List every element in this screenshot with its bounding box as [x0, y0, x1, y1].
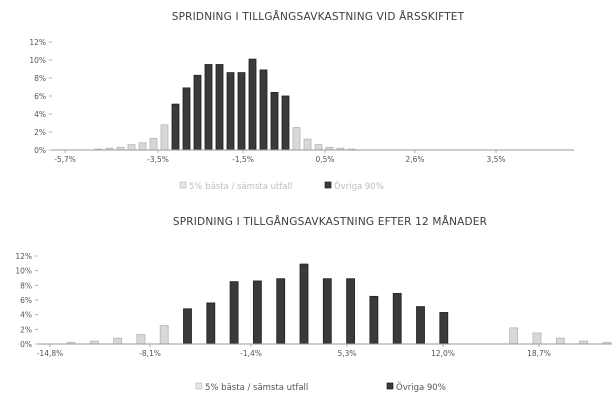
- legend: 5% bästa / sämsta utfall Övriga 90%: [196, 382, 446, 393]
- legend-swatch: [180, 182, 186, 188]
- bar-central: [230, 282, 238, 344]
- x-tick-label: 5,3%: [337, 349, 356, 358]
- chart-title: SPRIDNING I TILLGÅNGSAVKASTNING EFTER 12…: [173, 215, 487, 228]
- y-ticks: 0% 2% 4% 6% 8% 10% 12%: [15, 252, 38, 349]
- bars: [95, 59, 355, 150]
- x-tick-label: -3,5%: [147, 155, 169, 164]
- bar-central: [184, 309, 192, 344]
- x-ticks: -5,7% -3,5% -1,5% 0,5% 2,6% 3,5%: [54, 150, 505, 164]
- y-tick-label: 6%: [20, 296, 32, 305]
- x-tick-label: 2,6%: [405, 155, 424, 164]
- bar-tail: [161, 125, 168, 150]
- x-tick-label: 0,5%: [315, 155, 334, 164]
- y-tick-label: 12%: [29, 38, 46, 47]
- y-tick-label: 4%: [34, 110, 46, 119]
- legend-label: Övriga 90%: [334, 181, 384, 192]
- bar-central: [323, 279, 331, 344]
- legend-label: Övriga 90%: [396, 382, 446, 393]
- x-tick-label: 18,7%: [527, 349, 551, 358]
- bar-central: [347, 279, 355, 344]
- bar-tail: [139, 143, 146, 150]
- x-tick-label: -5,7%: [54, 155, 76, 164]
- legend-swatch: [387, 383, 393, 389]
- bar-tail: [293, 128, 300, 151]
- bar-tail: [304, 139, 311, 150]
- bar-tail: [160, 326, 168, 344]
- legend: 5% bästa / sämsta utfall Övriga 90%: [180, 181, 384, 192]
- y-tick-label: 12%: [15, 252, 32, 261]
- bar-central: [227, 73, 234, 150]
- y-tick-label: 2%: [34, 128, 46, 137]
- bar-tail: [510, 328, 518, 344]
- bar-tail: [556, 338, 564, 344]
- chart-arsskiftet: SPRIDNING I TILLGÅNGSAVKASTNING VID ÅRSS…: [0, 0, 616, 198]
- bar-tail: [150, 138, 157, 150]
- x-tick-label: -8,1%: [139, 349, 161, 358]
- bar-tail: [114, 338, 122, 344]
- bar-central: [207, 303, 215, 344]
- x-tick-label: 3,5%: [486, 155, 505, 164]
- y-tick-label: 8%: [34, 74, 46, 83]
- bar-central: [216, 65, 223, 151]
- bar-central: [440, 312, 448, 344]
- y-tick-label: 0%: [20, 340, 32, 349]
- bar-central: [271, 92, 278, 150]
- legend-swatch: [196, 383, 202, 389]
- x-tick-label: -1,5%: [232, 155, 254, 164]
- bar-central: [205, 65, 212, 151]
- bar-central: [253, 281, 261, 344]
- bar-central: [417, 307, 425, 344]
- bar-central: [300, 264, 308, 344]
- bar-tail: [128, 145, 135, 150]
- chart-efter-12-manader: SPRIDNING I TILLGÅNGSAVKASTNING EFTER 12…: [0, 198, 616, 398]
- y-tick-label: 10%: [15, 267, 32, 276]
- bar-central: [260, 70, 267, 150]
- bar-central: [393, 293, 401, 344]
- bar-central: [277, 279, 285, 344]
- x-tick-label: -1,4%: [240, 349, 262, 358]
- bar-central: [370, 296, 378, 344]
- bar-tail: [137, 334, 145, 344]
- bar-central: [183, 88, 190, 150]
- y-tick-label: 0%: [34, 146, 46, 155]
- x-tick-label: 12,0%: [431, 349, 455, 358]
- x-ticks: -14,8% -8,1% -1,4% 5,3% 12,0% 18,7%: [37, 344, 551, 358]
- y-tick-label: 6%: [34, 92, 46, 101]
- bar-tail: [315, 145, 322, 150]
- bar-central: [238, 73, 245, 150]
- y-tick-label: 4%: [20, 311, 32, 320]
- bar-central: [282, 96, 289, 150]
- bar-central: [194, 75, 201, 150]
- legend-label: 5% bästa / sämsta utfall: [205, 383, 308, 393]
- bar-central: [172, 104, 179, 150]
- y-tick-label: 8%: [20, 281, 32, 290]
- y-ticks: 0% 2% 4% 6% 8% 10% 12%: [29, 38, 52, 155]
- chart-title: SPRIDNING I TILLGÅNGSAVKASTNING VID ÅRSS…: [172, 10, 465, 23]
- y-tick-label: 10%: [29, 56, 46, 65]
- bar-tail: [533, 333, 541, 344]
- x-tick-label: -14,8%: [37, 349, 64, 358]
- legend-swatch: [325, 182, 331, 188]
- legend-label: 5% bästa / sämsta utfall: [189, 182, 292, 192]
- y-tick-label: 2%: [20, 325, 32, 334]
- bar-central: [249, 59, 256, 150]
- bars: [67, 264, 616, 344]
